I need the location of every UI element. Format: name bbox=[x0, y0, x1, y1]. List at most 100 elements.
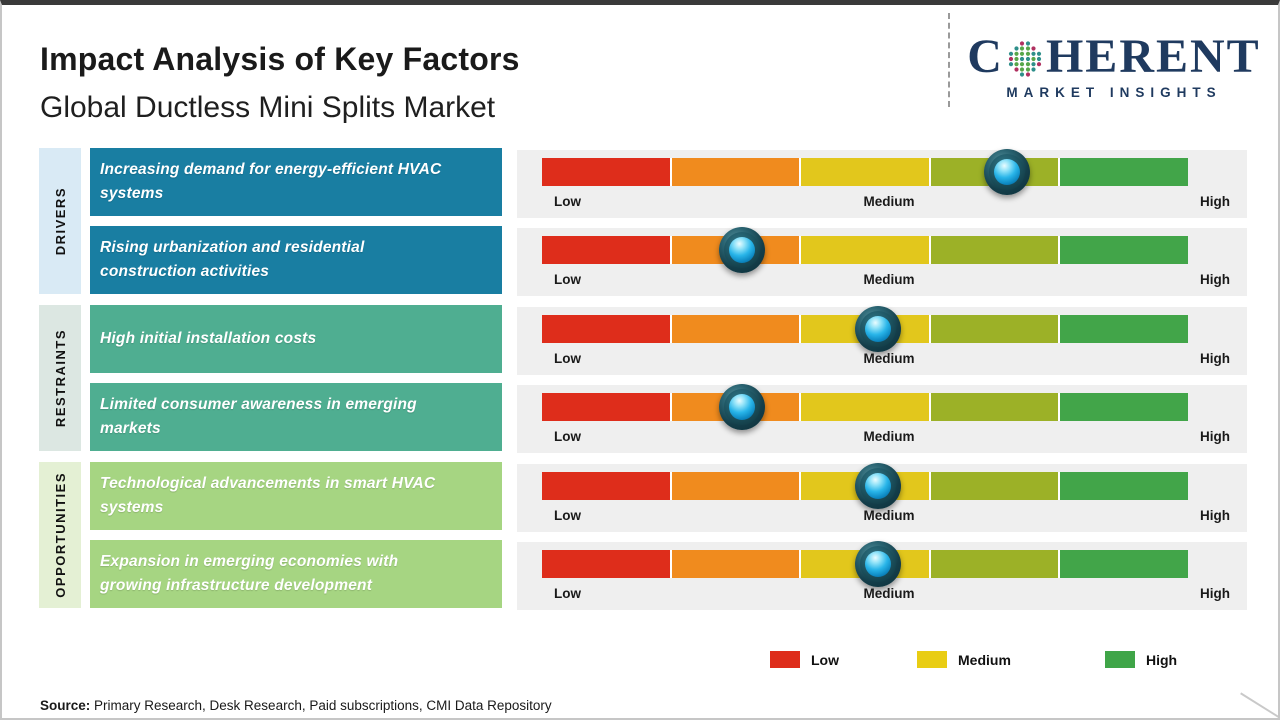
scale-segment-low bbox=[542, 315, 670, 343]
factor-box: Increasing demand for energy-efficient H… bbox=[90, 148, 502, 216]
scale-tick-labels: Low Medium High bbox=[517, 508, 1247, 526]
scale-segment-high bbox=[1060, 158, 1188, 186]
factor-text: Increasing demand for energy-efficient H… bbox=[100, 161, 442, 202]
tick-medium: Medium bbox=[863, 429, 915, 444]
tick-medium: Medium bbox=[863, 351, 915, 366]
scale-segment-low bbox=[542, 393, 670, 421]
impact-marker bbox=[984, 149, 1031, 195]
scale-segment-medium bbox=[801, 393, 929, 421]
scale-segment-medium bbox=[801, 236, 929, 264]
factor-row: Rising urbanization and residential cons… bbox=[2, 226, 1278, 296]
group-strip-drivers: DRIVERS bbox=[39, 148, 81, 294]
impact-marker bbox=[854, 463, 901, 509]
legend-label-low: Low bbox=[811, 651, 839, 668]
tick-medium: Medium bbox=[863, 194, 915, 209]
scale-tick-labels: Low Medium High bbox=[517, 429, 1247, 447]
impact-scale-bar bbox=[542, 227, 1188, 273]
page-subtitle: Global Ductless Mini Splits Market bbox=[40, 91, 496, 124]
legend-item-low: Low bbox=[770, 651, 839, 668]
tick-medium: Medium bbox=[863, 272, 915, 287]
source-line: Source: Primary Research, Desk Research,… bbox=[40, 698, 552, 713]
scale-segment-medium-high bbox=[930, 315, 1059, 343]
impact-scale-bar bbox=[542, 306, 1188, 352]
scale-segment-medium-high bbox=[930, 236, 1059, 264]
group-strip-restraints: RESTRAINTS bbox=[39, 305, 81, 451]
factor-row: High initial installation costs Low Medi… bbox=[2, 305, 1278, 375]
globe-dots-icon bbox=[1008, 41, 1042, 77]
tick-low: Low bbox=[554, 429, 581, 444]
page-title: Impact Analysis of Key Factors bbox=[40, 41, 520, 77]
source-text: Primary Research, Desk Research, Paid su… bbox=[90, 698, 552, 713]
scale-segment-high bbox=[1060, 393, 1188, 421]
scale-segment-low-medium bbox=[671, 472, 800, 500]
scale-segment-high bbox=[1060, 236, 1188, 264]
impact-scale-bar bbox=[542, 384, 1188, 430]
scale-tick-labels: Low Medium High bbox=[517, 272, 1247, 290]
impact-scale-panel: Low Medium High bbox=[517, 541, 1247, 610]
factor-box: Limited consumer awareness in emerging m… bbox=[90, 383, 502, 451]
tick-medium: Medium bbox=[863, 508, 915, 523]
impact-scale-panel: Low Medium High bbox=[517, 227, 1247, 296]
logo-divider-dashed-line bbox=[948, 13, 950, 107]
impact-marker bbox=[719, 227, 766, 273]
tick-high: High bbox=[1200, 508, 1230, 523]
factor-text: Rising urbanization and residential cons… bbox=[100, 239, 365, 280]
scale-segment-medium-high bbox=[930, 472, 1059, 500]
group-strip-opportunities: OPPORTUNITIES bbox=[39, 462, 81, 608]
tick-low: Low bbox=[554, 586, 581, 601]
impact-scale-panel: Low Medium High bbox=[517, 149, 1247, 218]
logo-letter-c: C bbox=[967, 30, 1004, 83]
scale-segment-medium-high bbox=[930, 393, 1059, 421]
scale-tick-labels: Low Medium High bbox=[517, 351, 1247, 369]
tick-high: High bbox=[1200, 272, 1230, 287]
factor-box: High initial installation costs bbox=[90, 305, 502, 373]
factor-text: Technological advancements in smart HVAC… bbox=[100, 475, 436, 516]
factor-box: Expansion in emerging economies with gro… bbox=[90, 540, 502, 608]
scale-segment-low-medium bbox=[671, 315, 800, 343]
legend-swatch-medium bbox=[917, 651, 947, 668]
logo-wordmark: C HERENT bbox=[964, 33, 1264, 81]
factor-box: Rising urbanization and residential cons… bbox=[90, 226, 502, 294]
factor-text: Expansion in emerging economies with gro… bbox=[100, 553, 399, 594]
tick-low: Low bbox=[554, 508, 581, 523]
scale-segment-high bbox=[1060, 315, 1188, 343]
factor-row: Expansion in emerging economies with gro… bbox=[2, 540, 1278, 610]
impact-scale-panel: Low Medium High bbox=[517, 306, 1247, 375]
scale-segment-low bbox=[542, 236, 670, 264]
scale-segment-high bbox=[1060, 472, 1188, 500]
impact-scale-bar bbox=[542, 541, 1188, 587]
scale-tick-labels: Low Medium High bbox=[517, 194, 1247, 212]
scale-tick-labels: Low Medium High bbox=[517, 586, 1247, 604]
scale-segment-low-medium bbox=[671, 550, 800, 578]
legend-item-high: High bbox=[1105, 651, 1177, 668]
source-prefix: Source: bbox=[40, 698, 91, 713]
impact-scale-bar bbox=[542, 463, 1188, 509]
factor-row: Technological advancements in smart HVAC… bbox=[2, 462, 1278, 532]
impact-marker bbox=[719, 384, 766, 430]
factor-text: Limited consumer awareness in emerging m… bbox=[100, 396, 417, 437]
impact-marker bbox=[854, 541, 901, 587]
impact-scale-panel: Low Medium High bbox=[517, 463, 1247, 532]
scale-segment-high bbox=[1060, 550, 1188, 578]
tick-high: High bbox=[1200, 194, 1230, 209]
tick-low: Low bbox=[554, 272, 581, 287]
legend-label-medium: Medium bbox=[958, 651, 1011, 668]
scale-segment-low bbox=[542, 158, 670, 186]
corner-decoration-line bbox=[1240, 692, 1278, 718]
tick-high: High bbox=[1200, 586, 1230, 601]
scale-segment-low bbox=[542, 550, 670, 578]
legend-swatch-high bbox=[1105, 651, 1135, 668]
factor-box: Technological advancements in smart HVAC… bbox=[90, 462, 502, 530]
impact-scale-panel: Low Medium High bbox=[517, 384, 1247, 453]
tick-low: Low bbox=[554, 194, 581, 209]
scale-segment-medium-high bbox=[930, 550, 1059, 578]
scale-segment-medium bbox=[801, 158, 929, 186]
logo-tagline: MARKET INSIGHTS bbox=[1006, 85, 1222, 100]
legend-label-high: High bbox=[1146, 651, 1178, 668]
logo-letters-herent: HERENT bbox=[1045, 30, 1261, 83]
legend-swatch-low bbox=[770, 651, 800, 668]
coherent-market-insights-logo: C HERENT MARKET INSIGHTS bbox=[964, 33, 1264, 101]
impact-marker bbox=[854, 306, 901, 352]
factor-text: High initial installation costs bbox=[100, 330, 317, 347]
